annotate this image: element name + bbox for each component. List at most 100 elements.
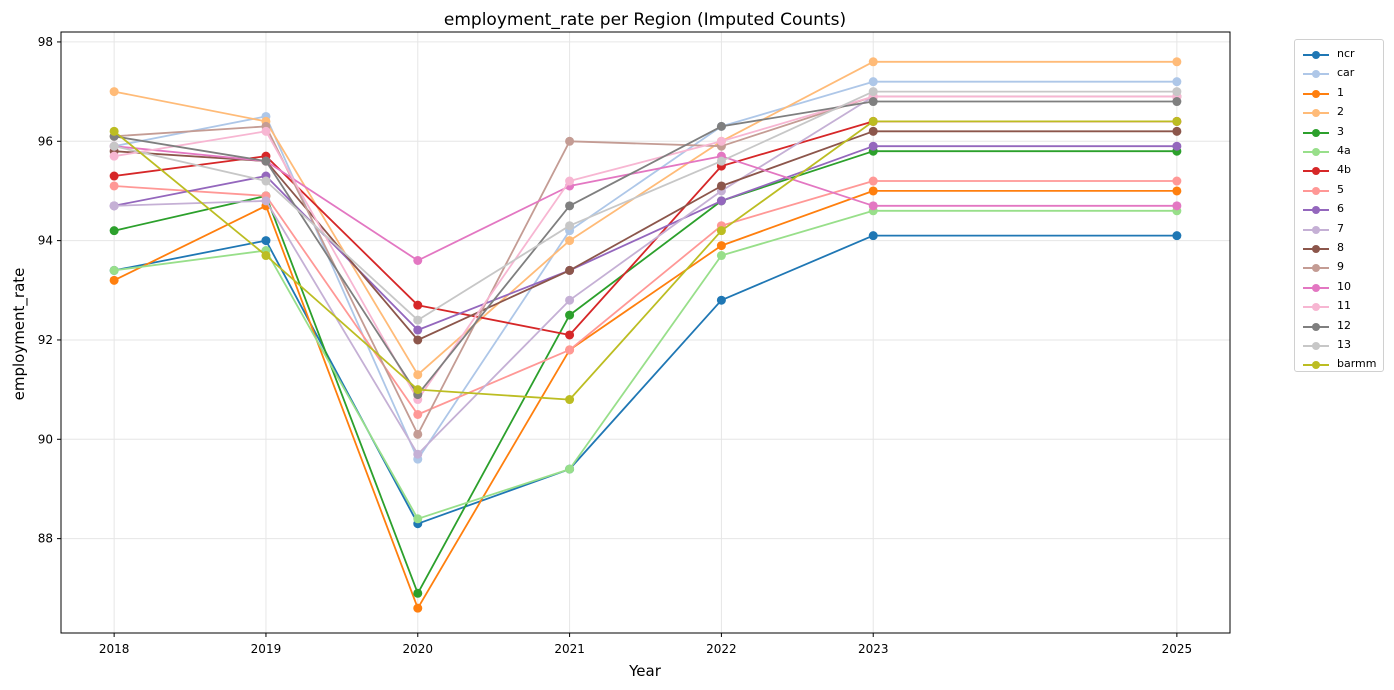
- legend-marker-swatch: [1312, 89, 1320, 98]
- legend-marker-swatch: [1312, 70, 1320, 79]
- data-point-ncr: [1172, 231, 1182, 241]
- data-point-1: [413, 603, 423, 613]
- data-point-car: [1172, 77, 1182, 87]
- x-tick-label: 2018: [99, 642, 130, 656]
- legend-marker-swatch: [1312, 128, 1320, 137]
- legend-item-barmm: barmm: [1295, 354, 1385, 374]
- legend-marker-swatch: [1312, 225, 1320, 234]
- legend-label: 6: [1337, 202, 1344, 216]
- legend-marker-swatch: [1312, 109, 1320, 118]
- series-4a: [109, 206, 1182, 524]
- legend-marker-swatch: [1312, 342, 1320, 350]
- series-line-3: [113, 150, 1177, 595]
- legend-label: 13: [1337, 338, 1351, 351]
- legend-label: 7: [1337, 221, 1344, 235]
- legend-item-13: 13: [1295, 335, 1385, 355]
- legend-item-1: 1: [1295, 83, 1385, 103]
- plot-area-frame: [60, 31, 1231, 634]
- data-point-5: [565, 345, 575, 355]
- data-point-barmm: [109, 126, 119, 136]
- data-point-7: [109, 201, 119, 211]
- y-axis-label: employment_rate: [10, 268, 29, 401]
- legend-label: ncr: [1337, 47, 1355, 60]
- data-point-4a: [565, 464, 575, 474]
- series-line-ncr: [113, 234, 1177, 525]
- data-point-9: [565, 136, 575, 146]
- y-tick-label: 92: [38, 333, 53, 347]
- data-point-7: [565, 295, 575, 305]
- data-point-8: [716, 181, 726, 191]
- series-5: [109, 176, 1182, 419]
- data-point-4b: [109, 171, 119, 181]
- data-point-2: [1172, 57, 1182, 67]
- legend-marker-swatch: [1312, 167, 1320, 176]
- legend-item-12: 12: [1295, 316, 1385, 336]
- legend-marker-swatch: [1312, 148, 1320, 156]
- data-point-10: [1172, 201, 1182, 211]
- series-12: [109, 97, 1182, 400]
- data-point-6: [413, 325, 423, 335]
- legend-item-3: 3: [1295, 122, 1385, 142]
- legend-marker-swatch: [1312, 264, 1320, 273]
- data-point-barmm: [1172, 116, 1182, 126]
- chart-legend: ncr car 1 2 3 4a 4b 5 6 7 8 9 10 11 12 13 barmm: [1294, 39, 1384, 372]
- data-point-1: [868, 186, 878, 196]
- legend-marker-swatch: [1312, 245, 1320, 253]
- data-point-5: [413, 409, 423, 419]
- data-point-4a: [109, 265, 119, 275]
- legend-item-4b: 4b: [1295, 160, 1385, 180]
- data-point-8: [868, 126, 878, 136]
- legend-item-8: 8: [1295, 238, 1385, 258]
- data-point-8: [1172, 126, 1182, 136]
- data-point-4b: [565, 330, 575, 340]
- series-line-7: [114, 95, 1177, 456]
- legend-item-4a: 4a: [1295, 141, 1385, 161]
- data-point-2: [109, 87, 119, 97]
- data-point-12: [1172, 97, 1182, 107]
- legend-label: 9: [1337, 260, 1344, 274]
- data-point-ncr: [261, 236, 271, 246]
- legend-marker-swatch: [1312, 51, 1320, 59]
- data-point-barmm: [868, 116, 878, 126]
- data-point-9: [413, 429, 423, 439]
- data-point-12: [565, 201, 575, 211]
- x-tick-label: 2023: [858, 642, 889, 656]
- data-point-3: [565, 310, 575, 320]
- legend-item-7: 7: [1295, 219, 1385, 239]
- data-point-2: [868, 57, 878, 67]
- data-point-11: [109, 151, 119, 161]
- series-barmm: [109, 116, 1182, 405]
- data-point-13: [868, 87, 878, 97]
- legend-item-9: 9: [1295, 257, 1385, 277]
- legend-label: 5: [1337, 182, 1344, 196]
- data-point-barmm: [716, 226, 726, 236]
- data-point-12: [868, 97, 878, 107]
- legend-item-11: 11: [1295, 296, 1385, 316]
- data-point-12: [261, 156, 271, 166]
- data-point-5: [1172, 176, 1182, 186]
- data-point-7: [413, 449, 423, 459]
- data-point-7: [261, 196, 271, 206]
- legend-item-car: car: [1295, 63, 1385, 83]
- data-point-car: [868, 77, 878, 87]
- series-3: [109, 146, 1182, 598]
- series-line-2: [113, 60, 1177, 376]
- data-point-4b: [413, 300, 423, 310]
- legend-marker-swatch: [1312, 283, 1320, 292]
- legend-label: 3: [1337, 124, 1344, 138]
- y-tick-label: 90: [38, 432, 53, 446]
- y-tick-label: 98: [38, 35, 53, 49]
- data-point-8: [565, 265, 575, 275]
- data-point-6: [716, 196, 726, 206]
- data-point-1: [716, 241, 726, 251]
- legend-label: 4b: [1337, 163, 1351, 177]
- data-point-2: [565, 236, 575, 246]
- data-point-13: [565, 221, 575, 231]
- data-point-1: [1172, 186, 1182, 196]
- data-point-barmm: [565, 395, 575, 405]
- data-point-13: [1172, 87, 1182, 97]
- legend-label: 10: [1337, 279, 1351, 293]
- axes: 2018 2019 2020 2021 2022 2023 2025 88 90 92 94 96 98: [38, 35, 1192, 656]
- data-point-ncr: [716, 295, 726, 305]
- data-point-barmm: [261, 251, 271, 261]
